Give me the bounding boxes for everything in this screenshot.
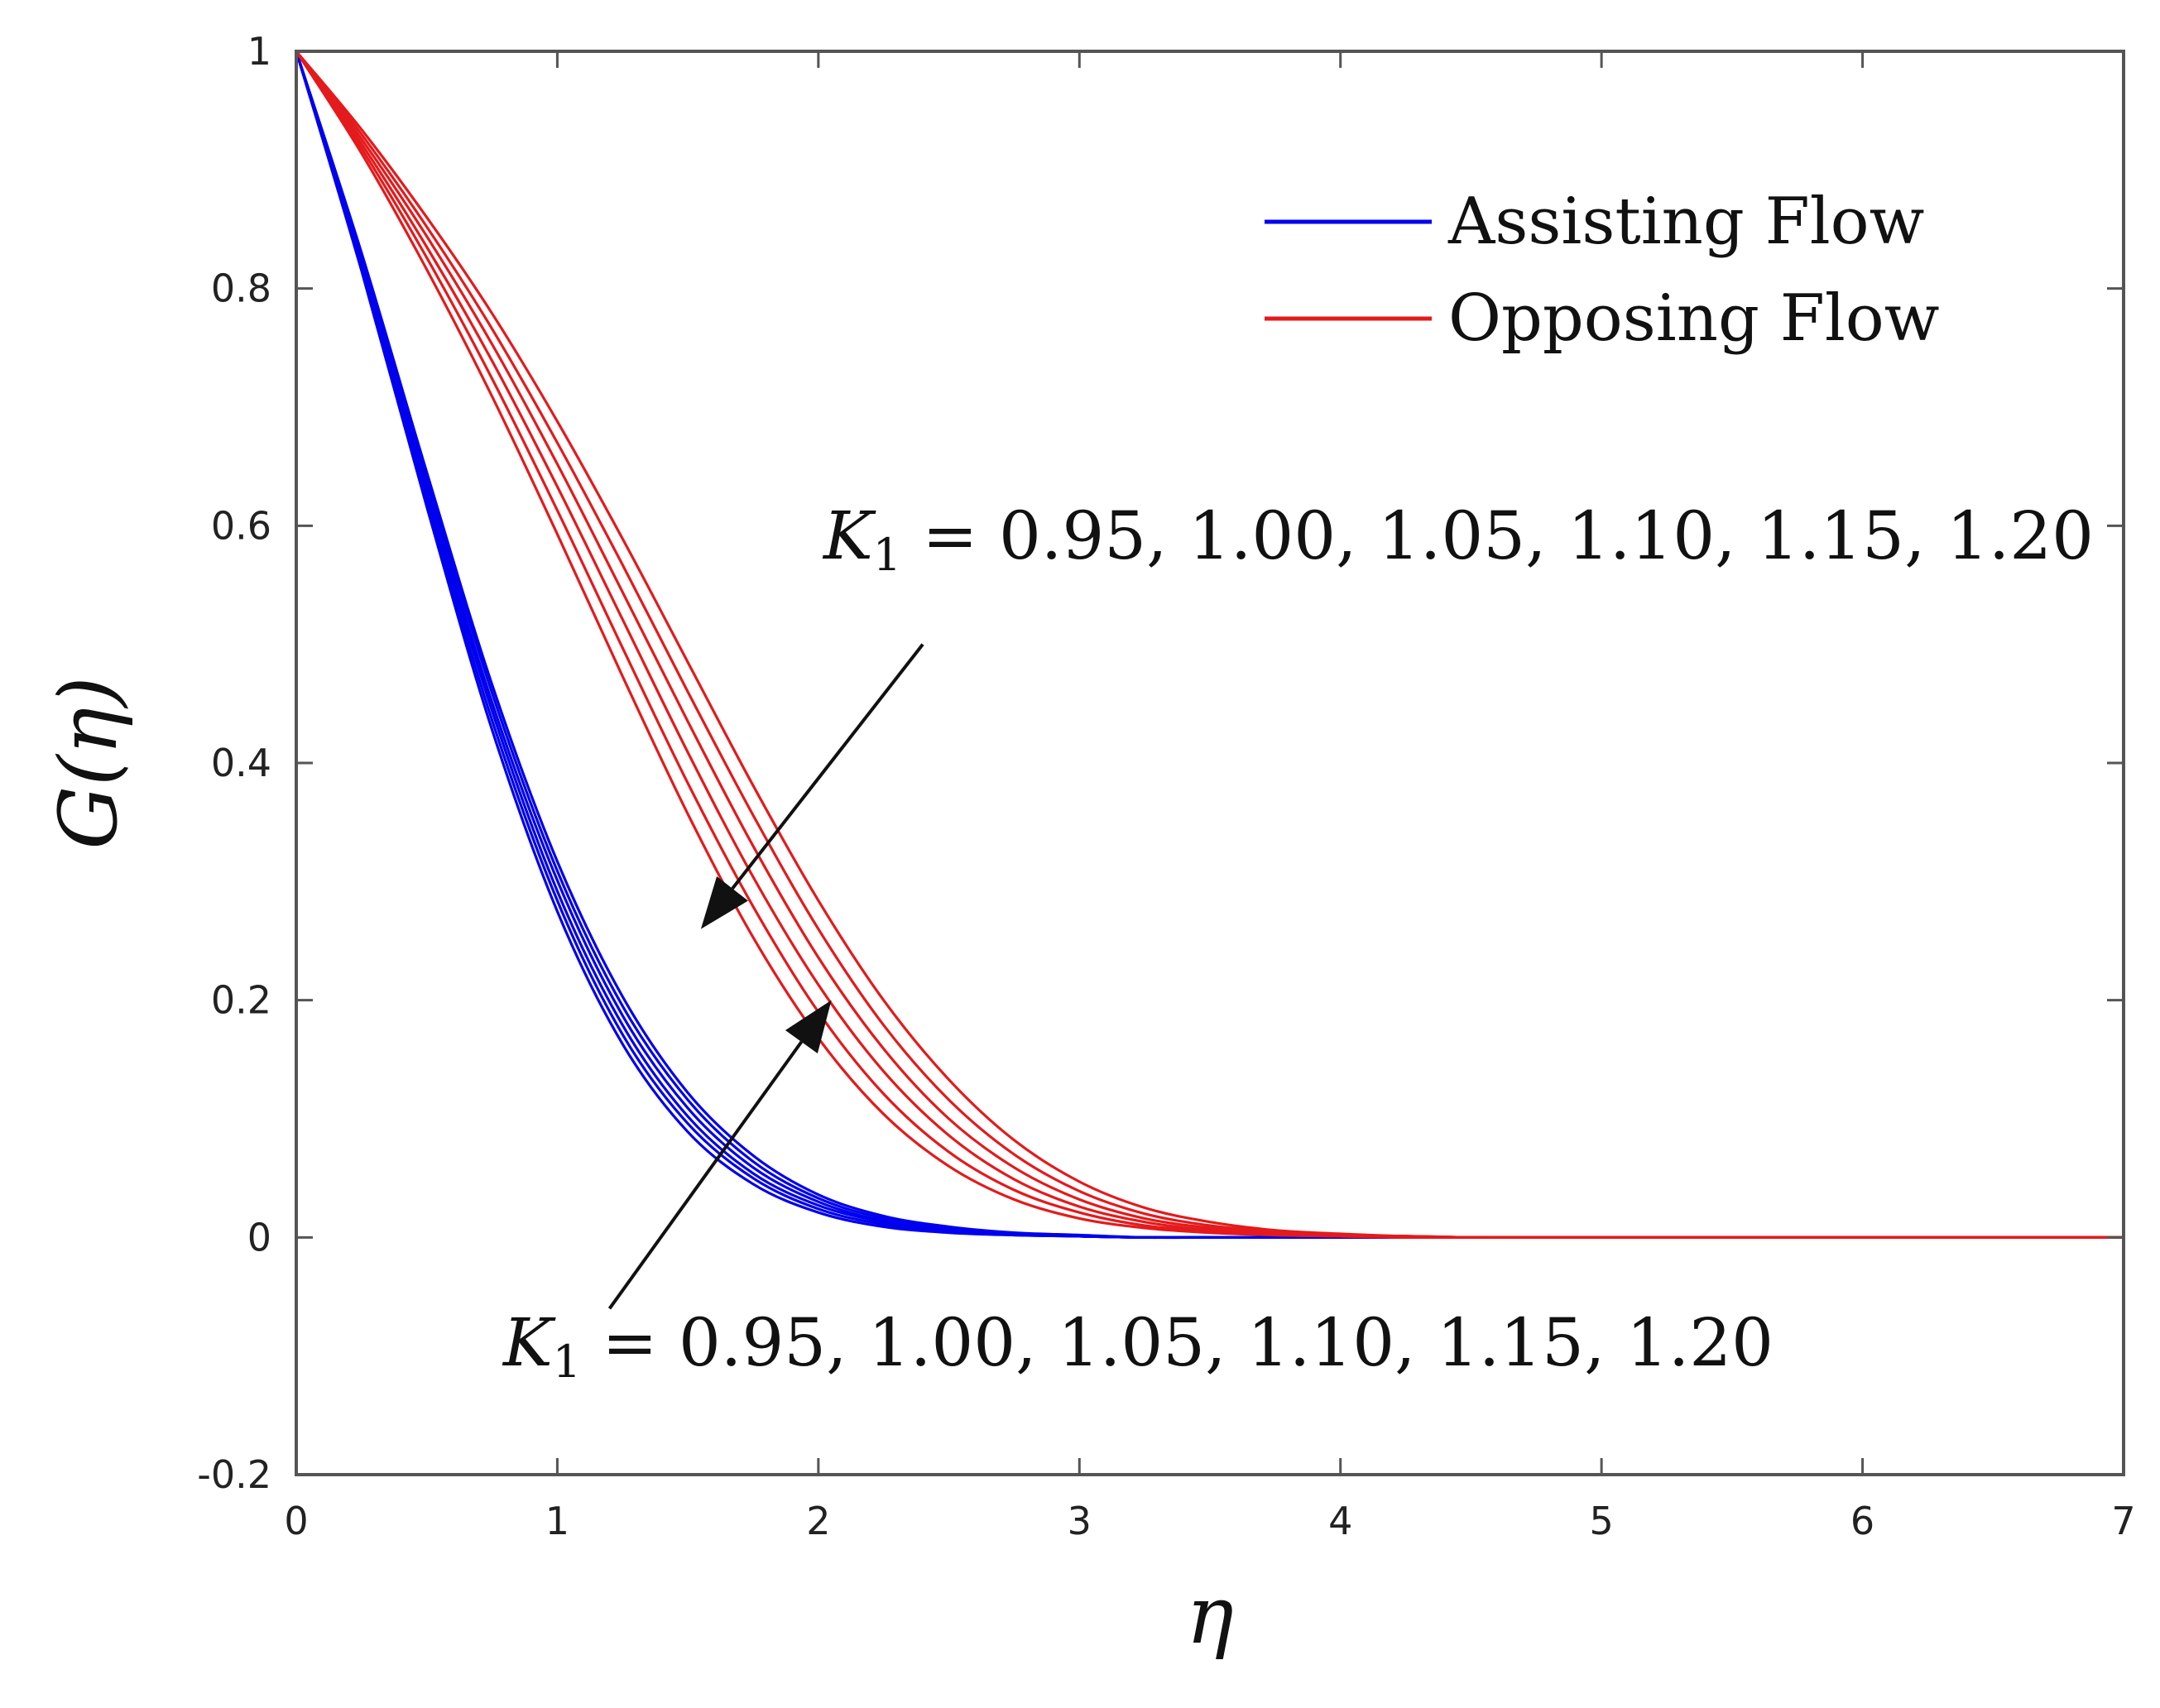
- annotation-arrow-head-opposing-flow: [700, 876, 748, 929]
- annotation-variable: K: [822, 497, 876, 574]
- annotation-subscript: 1: [553, 1336, 581, 1388]
- x-tick-label: 3: [1068, 1499, 1092, 1543]
- x-tick-label: 6: [1850, 1499, 1874, 1543]
- annotation-variable: K: [502, 1304, 556, 1381]
- series-line-opposing-flow-k1-1-20: [295, 50, 2125, 1240]
- annotation-values: = 0.95, 1.00, 1.05, 1.10, 1.15, 1.20: [581, 1304, 1774, 1381]
- annotation-arrow-head-assisting-flow: [785, 1000, 832, 1054]
- legend-label-opposing-flow: Opposing Flow: [1448, 281, 1940, 356]
- annotation-opposing-flow: K1 = 0.95, 1.00, 1.05, 1.10, 1.15, 1.20: [822, 497, 2094, 581]
- series-layer: [295, 50, 2125, 1240]
- x-tick-label: 0: [284, 1499, 308, 1543]
- y-tick-label: 1: [247, 29, 271, 74]
- y-tick-label: 0.2: [211, 978, 271, 1023]
- y-tick-label: 0.8: [211, 266, 271, 311]
- x-tick-label: 2: [806, 1499, 830, 1543]
- annotation-layer: K1 = 0.95, 1.00, 1.05, 1.10, 1.15, 1.20 …: [502, 497, 2094, 1388]
- x-tick-label: 1: [545, 1499, 569, 1543]
- x-tick-label: 5: [1590, 1499, 1614, 1543]
- legend: Assisting Flow Opposing Flow: [1265, 185, 1940, 356]
- legend-label-assisting-flow: Assisting Flow: [1447, 185, 1924, 259]
- x-tick-label: 4: [1328, 1499, 1352, 1543]
- annotation-arrow-shaft-assisting-flow: [607, 1040, 804, 1310]
- y-tick-label: 0: [247, 1215, 271, 1259]
- ticks-layer: 0 1 2 3 4 5 6 7 -0.2 0 0.2 0.4 0.6 0.8 1: [197, 29, 2135, 1543]
- x-axis-title: η: [1186, 1569, 1234, 1662]
- annotation-assisting-flow: K1 = 0.95, 1.00, 1.05, 1.10, 1.15, 1.20: [502, 1304, 1774, 1388]
- annotation-values: = 0.95, 1.00, 1.05, 1.10, 1.15, 1.20: [901, 497, 2094, 574]
- annotation-arrow-shaft-opposing-flow: [731, 643, 924, 890]
- y-axis-title: G(η): [42, 676, 135, 849]
- y-tick-label: -0.2: [197, 1452, 271, 1497]
- x-tick-label: 7: [2111, 1499, 2135, 1543]
- y-tick-label: 0.4: [211, 741, 271, 785]
- y-tick-label: 0.6: [211, 503, 271, 548]
- annotation-subscript: 1: [873, 529, 901, 581]
